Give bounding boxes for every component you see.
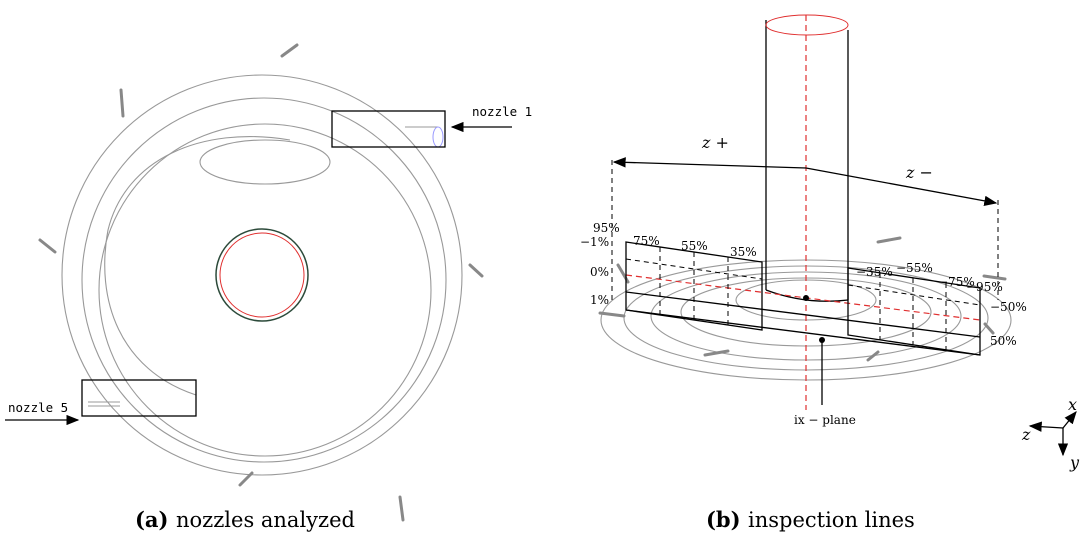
panel-b-drawing-part	[878, 238, 900, 242]
panel-a-drawing-part	[470, 265, 482, 276]
z-label: −95%	[966, 280, 1003, 294]
panel-b-drawing-part	[626, 310, 980, 355]
z-label: −55%	[896, 261, 933, 275]
annotation: nozzle 5	[8, 400, 68, 415]
panel-b-drawing-part	[984, 276, 1005, 279]
panel-b-drawing-part	[614, 162, 806, 168]
panel-b-drawing-part	[766, 15, 848, 35]
annotation: nozzle 1	[472, 104, 532, 119]
y-label: 1%	[590, 293, 609, 307]
page: {"panels": [ {"caption_label": "(a)", "c…	[0, 0, 1089, 550]
panel-a-drawing-part	[332, 111, 445, 147]
panel-b-drawing-part	[803, 295, 809, 301]
axis-label: x	[1068, 395, 1077, 414]
panel-b-drawing	[600, 15, 1076, 455]
z-label: 55%	[681, 239, 708, 253]
axis-label: y	[1069, 453, 1080, 472]
panel-a-drawing-part	[282, 45, 297, 56]
y-label: −1%	[580, 235, 609, 249]
panel-b-drawing-part	[705, 351, 728, 355]
panel-a-drawing	[5, 45, 512, 520]
z-label: 75%	[633, 234, 660, 248]
panel-b-drawing-part	[626, 292, 980, 337]
x-label: 50%	[990, 334, 1017, 348]
figure: nozzle 1 nozzle 5 z + z − 95% 75% 55% 35…	[0, 0, 1089, 546]
panel-a-drawing-part	[220, 233, 304, 317]
caption: nozzles analyzed	[176, 508, 355, 532]
panel-b-drawing-part	[1030, 426, 1063, 428]
caption: inspection lines	[748, 508, 915, 532]
panel-a-drawing-part	[121, 90, 123, 116]
panel-a-drawing-part	[200, 140, 330, 184]
panel-a-drawing-part	[40, 240, 55, 252]
caption-label: (b)	[706, 507, 741, 532]
panel-a-drawing-part	[99, 124, 431, 456]
dimension-label: z −	[905, 163, 933, 182]
caption-label: (a)	[135, 507, 168, 532]
panel-b-drawing-part	[626, 275, 980, 320]
panel-b-drawing-part	[1063, 412, 1076, 428]
z-label: −35%	[856, 265, 893, 279]
x-label: −50%	[990, 300, 1027, 314]
panel-a-drawing-part	[400, 497, 403, 520]
panel-a-drawing-part	[216, 229, 308, 321]
panel-b-drawing-part	[985, 324, 993, 333]
y-label: 0%	[590, 265, 609, 279]
panel-a-drawing-part	[62, 75, 462, 475]
panel-a-drawing-part	[105, 137, 290, 395]
axis-label: z	[1021, 425, 1031, 444]
panel-a-drawing-part	[433, 127, 443, 147]
panel-b-drawing-part	[600, 313, 624, 316]
z-label: 95%	[593, 221, 620, 235]
panel-a-drawing-part	[82, 98, 446, 462]
panel-b-drawing-part	[806, 168, 996, 203]
dimension-label: z +	[701, 133, 729, 152]
z-label: 35%	[730, 245, 757, 259]
plane-label: ix − plane	[794, 413, 856, 427]
